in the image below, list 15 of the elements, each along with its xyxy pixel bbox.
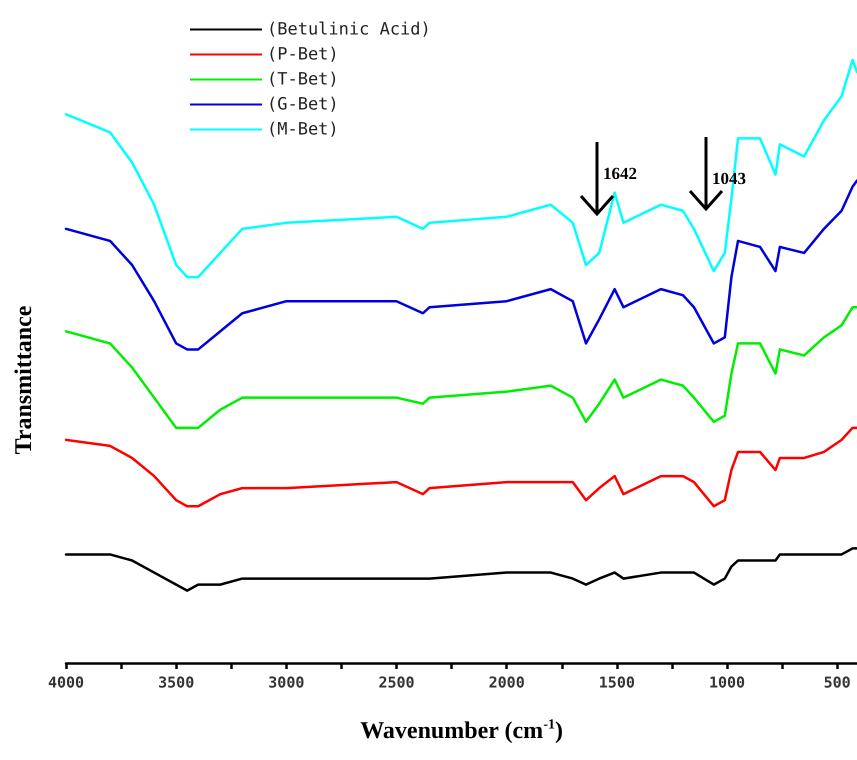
x-tick-label: 4000: [48, 674, 84, 692]
x-tick-label: 2000: [488, 674, 525, 692]
legend-label: (Betulinic Acid): [267, 20, 431, 40]
x-tick-label: 500: [824, 674, 851, 692]
x-tick-label: 1000: [708, 674, 746, 692]
legend-label: (T-Bet): [267, 70, 339, 90]
x-tick-label: 3000: [268, 674, 304, 692]
legend-label: (M-Bet): [267, 120, 339, 140]
y-axis-title: Transmittance: [11, 305, 37, 454]
annotation: 1642: [603, 164, 637, 183]
x-tick-label: 2500: [378, 674, 415, 692]
legend-label: (P-Bet): [267, 44, 339, 64]
x-tick-label: 1500: [598, 674, 635, 692]
x-tick-label: 3500: [158, 674, 194, 692]
legend-label: (G-Bet): [267, 94, 339, 114]
